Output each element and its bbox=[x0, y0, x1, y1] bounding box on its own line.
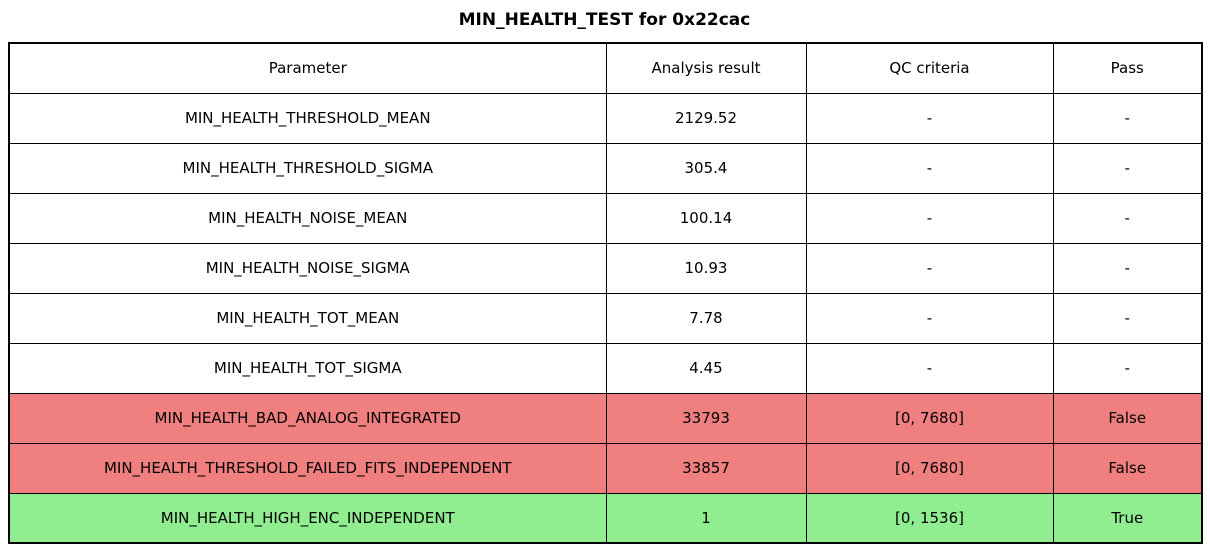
table-row-pass: MIN_HEALTH_HIGH_ENC_INDEPENDENT 1 [0, 15… bbox=[8, 492, 1203, 544]
parameter-cell: MIN_HEALTH_TOT_SIGMA bbox=[8, 342, 607, 394]
pass-cell: - bbox=[1052, 192, 1203, 244]
qc-criteria-cell: [0, 7680] bbox=[805, 442, 1054, 494]
parameter-cell: MIN_HEALTH_THRESHOLD_SIGMA bbox=[8, 142, 607, 194]
parameter-cell: MIN_HEALTH_NOISE_MEAN bbox=[8, 192, 607, 244]
parameter-cell: MIN_HEALTH_THRESHOLD_MEAN bbox=[8, 92, 607, 144]
table-row: MIN_HEALTH_NOISE_SIGMA 10.93 - - bbox=[8, 242, 1203, 294]
qc-criteria-cell: - bbox=[805, 242, 1054, 294]
pass-cell: False bbox=[1052, 442, 1203, 494]
pass-cell: True bbox=[1052, 492, 1203, 544]
result-cell: 4.45 bbox=[605, 342, 807, 394]
pass-cell: - bbox=[1052, 342, 1203, 394]
table-row: MIN_HEALTH_TOT_SIGMA 4.45 - - bbox=[8, 342, 1203, 394]
qc-criteria-cell: - bbox=[805, 292, 1054, 344]
column-header-pass: Pass bbox=[1052, 42, 1203, 94]
qc-results-table: Parameter Analysis result QC criteria Pa… bbox=[8, 42, 1203, 544]
result-cell: 305.4 bbox=[605, 142, 807, 194]
table-header-row: Parameter Analysis result QC criteria Pa… bbox=[8, 42, 1203, 94]
table-row: MIN_HEALTH_TOT_MEAN 7.78 - - bbox=[8, 292, 1203, 344]
result-cell: 7.78 bbox=[605, 292, 807, 344]
result-cell: 2129.52 bbox=[605, 92, 807, 144]
result-cell: 10.93 bbox=[605, 242, 807, 294]
parameter-cell: MIN_HEALTH_NOISE_SIGMA bbox=[8, 242, 607, 294]
table-row: MIN_HEALTH_THRESHOLD_MEAN 2129.52 - - bbox=[8, 92, 1203, 144]
table-row-fail: MIN_HEALTH_THRESHOLD_FAILED_FITS_INDEPEN… bbox=[8, 442, 1203, 494]
qc-criteria-cell: - bbox=[805, 192, 1054, 244]
result-cell: 100.14 bbox=[605, 192, 807, 244]
column-header-qc-criteria: QC criteria bbox=[805, 42, 1054, 94]
pass-cell: - bbox=[1052, 142, 1203, 194]
parameter-cell: MIN_HEALTH_BAD_ANALOG_INTEGRATED bbox=[8, 392, 607, 444]
column-header-parameter: Parameter bbox=[8, 42, 607, 94]
pass-cell: - bbox=[1052, 292, 1203, 344]
table-row: MIN_HEALTH_THRESHOLD_SIGMA 305.4 - - bbox=[8, 142, 1203, 194]
result-cell: 33857 bbox=[605, 442, 807, 494]
qc-criteria-cell: - bbox=[805, 342, 1054, 394]
pass-cell: False bbox=[1052, 392, 1203, 444]
pass-cell: - bbox=[1052, 92, 1203, 144]
parameter-cell: MIN_HEALTH_THRESHOLD_FAILED_FITS_INDEPEN… bbox=[8, 442, 607, 494]
result-cell: 33793 bbox=[605, 392, 807, 444]
table-row-fail: MIN_HEALTH_BAD_ANALOG_INTEGRATED 33793 [… bbox=[8, 392, 1203, 444]
parameter-cell: MIN_HEALTH_TOT_MEAN bbox=[8, 292, 607, 344]
parameter-cell: MIN_HEALTH_HIGH_ENC_INDEPENDENT bbox=[8, 492, 607, 544]
qc-criteria-cell: - bbox=[805, 142, 1054, 194]
table-row: MIN_HEALTH_NOISE_MEAN 100.14 - - bbox=[8, 192, 1203, 244]
page-title: MIN_HEALTH_TEST for 0x22cac bbox=[458, 10, 751, 30]
pass-cell: - bbox=[1052, 242, 1203, 294]
result-cell: 1 bbox=[605, 492, 807, 544]
qc-criteria-cell: [0, 7680] bbox=[805, 392, 1054, 444]
qc-criteria-cell: - bbox=[805, 92, 1054, 144]
column-header-analysis-result: Analysis result bbox=[605, 42, 807, 94]
qc-criteria-cell: [0, 1536] bbox=[805, 492, 1054, 544]
